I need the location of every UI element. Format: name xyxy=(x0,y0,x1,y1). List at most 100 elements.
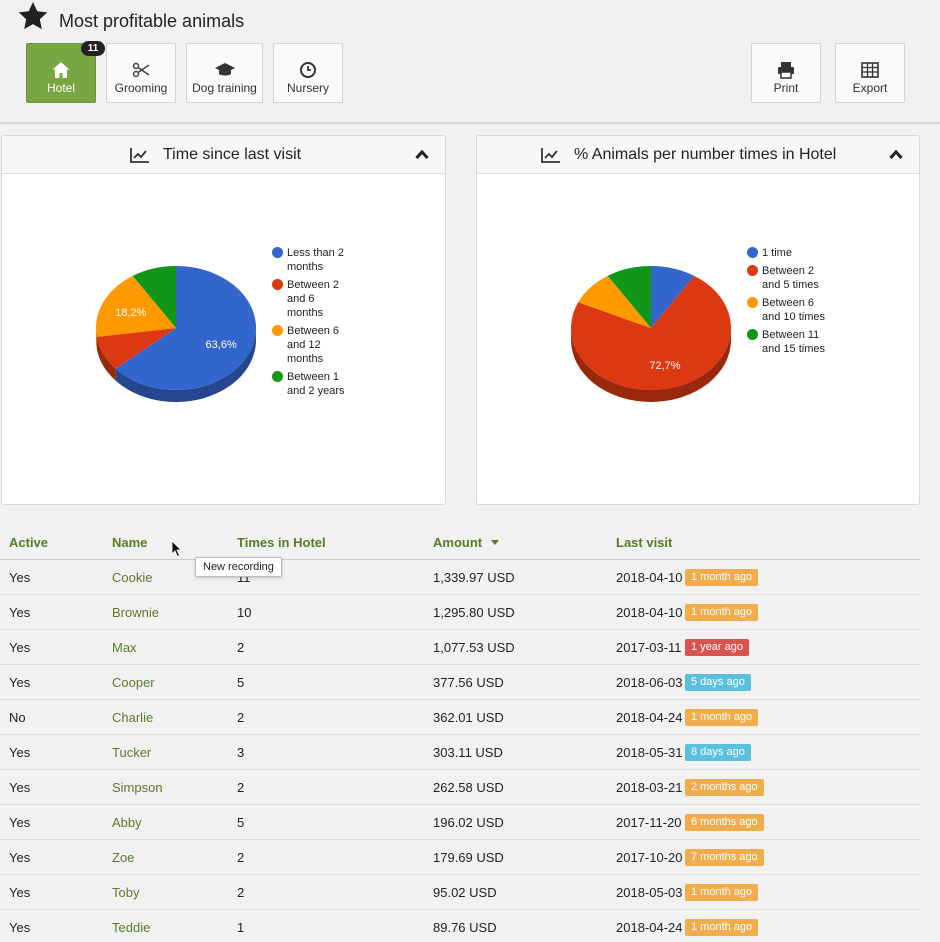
pie-slice[interactable] xyxy=(96,328,176,369)
time-ago-badge: 1 month ago xyxy=(685,709,759,726)
column-header-name[interactable]: Name xyxy=(112,535,148,550)
table-row[interactable]: Yes Tucker 3 303.11 USD 2018-05-31 8 days ago xyxy=(0,735,920,770)
mouse-cursor-icon xyxy=(171,540,182,558)
chart-panel-times-in-hotel: % Animals per number times in Hotel 72,7… xyxy=(476,135,920,505)
export-button[interactable]: Export xyxy=(835,43,905,103)
legend-label: months xyxy=(287,307,324,319)
cell-name-link[interactable]: Teddie xyxy=(112,920,151,935)
table-row[interactable]: Yes Brownie 10 1,295.80 USD 2018-04-10 1 mont… xyxy=(0,595,920,630)
sort-desc-icon[interactable] xyxy=(491,540,499,545)
pie-slice[interactable] xyxy=(578,275,651,328)
tab-grooming[interactable]: Grooming xyxy=(106,43,176,103)
cell-times: 2 xyxy=(237,710,245,725)
table-row[interactable]: Yes Simpson 2 262.58 USD 2018-03-21 2 months … xyxy=(0,770,920,805)
tab-dog-training[interactable]: Dog training xyxy=(186,43,263,103)
time-ago-badge: 1 year ago xyxy=(685,639,749,656)
cell-last-visit: 2018-05-03 xyxy=(616,885,683,900)
cell-name-link[interactable]: Zoe xyxy=(112,850,135,865)
legend-item: Between 2 and 6 months xyxy=(272,278,344,320)
cell-last-visit: 2018-04-10 xyxy=(616,570,683,585)
cell-amount: 179.69 USD xyxy=(433,850,504,865)
column-header-times[interactable]: Times in Hotel xyxy=(237,535,326,550)
pie-slice[interactable] xyxy=(607,266,651,328)
cell-active: Yes xyxy=(9,885,31,900)
cell-last-visit: 2018-04-24 xyxy=(616,710,683,725)
legend-label: months xyxy=(287,261,324,273)
chart-panel-last-visit: Time since last visit 63,6% 18,2% Less th… xyxy=(1,135,446,505)
button-label: Print xyxy=(773,81,799,95)
legend-item: Between 2 and 5 times xyxy=(747,264,825,292)
legend-item: Between 6 and 10 times xyxy=(747,296,825,324)
animals-table: Active Name Times in Hotel Amount Last v… xyxy=(0,524,920,942)
cell-amount: 1,339.97 USD xyxy=(433,570,515,585)
cell-name-link[interactable]: Cooper xyxy=(112,675,155,690)
table-body: Yes Cookie 11 1,339.97 USD 2018-04-10 1 month… xyxy=(0,560,920,942)
time-ago-badge: 5 days ago xyxy=(685,674,751,691)
time-ago-badge: 2 months ago xyxy=(685,779,764,796)
table-row[interactable]: Yes Abby 5 196.02 USD 2017-11-20 6 months ago xyxy=(0,805,920,840)
cell-amount: 95.02 USD xyxy=(433,885,497,900)
cell-last-visit: 2018-05-31 xyxy=(616,745,683,760)
cell-name-link[interactable]: Cookie xyxy=(112,570,153,585)
chevron-up-icon[interactable] xyxy=(889,148,903,160)
cell-name-link[interactable]: Tucker xyxy=(112,745,152,760)
panel-title: % Animals per number times in Hotel xyxy=(574,146,837,163)
tab-nursery[interactable]: Nursery xyxy=(273,43,343,103)
table-row[interactable]: No Charlie 2 362.01 USD 2018-04-24 1 month ag… xyxy=(0,700,920,735)
pie-slice[interactable] xyxy=(115,266,257,390)
tab-label: Nursery xyxy=(286,81,329,95)
table-row[interactable]: Yes Max 2 1,077.53 USD 2017-03-11 1 year ago xyxy=(0,630,920,665)
time-ago-badge: 1 month ago xyxy=(685,919,759,936)
table-row[interactable]: Yes Teddie 1 89.76 USD 2018-04-24 1 month ago xyxy=(0,910,920,942)
cell-name-link[interactable]: Toby xyxy=(112,885,140,900)
page-title: Most profitable animals xyxy=(59,11,245,31)
tab-label: Dog training xyxy=(192,81,257,95)
legend-label: Between 6 xyxy=(287,325,339,337)
button-label: Export xyxy=(852,81,888,95)
cell-times: 3 xyxy=(237,745,245,760)
table-row[interactable]: Yes Zoe 2 179.69 USD 2017-10-20 7 months ago xyxy=(0,840,920,875)
tab-label: Grooming xyxy=(114,81,168,95)
column-header-active[interactable]: Active xyxy=(9,535,49,550)
cell-times: 5 xyxy=(237,815,245,830)
cell-name-link[interactable]: Simpson xyxy=(112,780,163,795)
cell-active: Yes xyxy=(9,745,31,760)
cell-name-link[interactable]: Abby xyxy=(112,815,142,830)
line-chart-icon xyxy=(541,148,560,163)
pie-slice[interactable] xyxy=(571,275,731,390)
cell-times: 10 xyxy=(237,605,252,620)
column-header-last-visit[interactable]: Last visit xyxy=(616,535,673,550)
table-row[interactable]: Yes Toby 2 95.02 USD 2018-05-03 1 month ago xyxy=(0,875,920,910)
cell-amount: 303.11 USD xyxy=(433,745,503,760)
legend-swatch xyxy=(747,329,758,340)
cell-name-link[interactable]: Charlie xyxy=(112,710,154,725)
legend-label: Between 2 xyxy=(762,265,814,277)
cell-last-visit: 2017-10-20 xyxy=(616,850,683,865)
cell-times: 2 xyxy=(237,885,245,900)
cell-name-link[interactable]: Max xyxy=(112,640,137,655)
cell-amount: 196.02 USD xyxy=(433,815,504,830)
cell-amount: 362.01 USD xyxy=(433,710,504,725)
cell-active: Yes xyxy=(9,675,31,690)
print-button[interactable]: Print xyxy=(751,43,821,103)
table-row[interactable]: Yes Cookie 11 1,339.97 USD 2018-04-10 1 month… xyxy=(0,560,920,595)
column-header-amount[interactable]: Amount xyxy=(433,535,483,550)
panel-title: Time since last visit xyxy=(163,146,302,163)
cell-active: Yes xyxy=(9,570,31,585)
pie-slice[interactable] xyxy=(651,266,695,328)
pie-chart: 72,7% xyxy=(571,266,731,402)
cell-amount: 262.58 USD xyxy=(433,780,504,795)
pie-slice[interactable] xyxy=(95,275,176,337)
pie-data-label: 18,2% xyxy=(115,307,146,319)
pie-slice-side xyxy=(115,328,257,402)
cell-last-visit: 2018-04-10 xyxy=(616,605,683,620)
panel-header: Time since last visit xyxy=(2,136,445,174)
clock-icon xyxy=(300,62,316,78)
cell-name-link[interactable]: Brownie xyxy=(112,605,159,620)
pie-slice[interactable] xyxy=(132,266,176,328)
cell-times: 2 xyxy=(237,780,245,795)
chevron-up-icon[interactable] xyxy=(415,148,429,160)
table-icon xyxy=(861,62,879,78)
legend-swatch xyxy=(747,247,758,258)
table-row[interactable]: Yes Cooper 5 377.56 USD 2018-06-03 5 days ago xyxy=(0,665,920,700)
